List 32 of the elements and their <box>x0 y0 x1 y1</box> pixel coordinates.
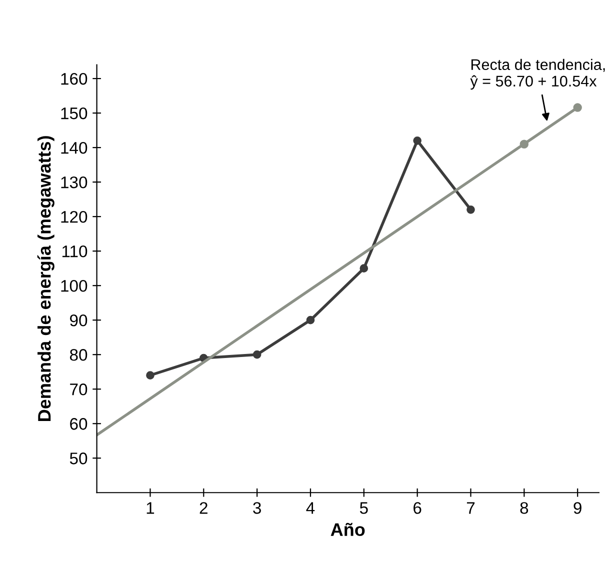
annotation: Recta de tendencia, ŷ = 56.70 + 10.54x <box>470 58 605 90</box>
x-axis-title: Año <box>330 522 365 536</box>
x-tick-label: 1 <box>146 502 154 514</box>
y-tick-label: 70 <box>70 384 88 396</box>
y-tick-label: 60 <box>70 418 88 430</box>
x-tick-label: 4 <box>306 502 315 514</box>
x-tick-label: 9 <box>574 502 582 514</box>
y-tick-label: 130 <box>61 176 88 188</box>
y-tick-label: 120 <box>61 210 88 223</box>
point <box>252 350 262 359</box>
y-tick-label: 160 <box>61 72 88 85</box>
x-tick-label: 5 <box>360 502 368 514</box>
y-tick-label: 140 <box>61 142 88 154</box>
y-tick-label: 90 <box>70 314 88 326</box>
point <box>413 136 422 145</box>
point <box>306 316 315 324</box>
x-tick-label: 2 <box>200 502 208 514</box>
point <box>146 371 154 380</box>
point <box>466 206 475 214</box>
x-tick-label: 8 <box>520 502 528 514</box>
x-tick-label: 6 <box>414 502 422 514</box>
y-tick-label: 80 <box>70 349 88 361</box>
y-tick-label: 50 <box>70 452 88 464</box>
y-tick-label: 100 <box>61 280 88 292</box>
y-axis-title: Demanda de energía (megawatts) <box>37 136 54 421</box>
point <box>573 103 582 112</box>
point <box>360 264 368 272</box>
y-tick-label: 150 <box>61 107 88 120</box>
x-tick-label: 3 <box>253 502 261 514</box>
x-tick-label: 7 <box>466 502 475 514</box>
y-tick-label: 110 <box>62 245 88 258</box>
point <box>520 140 529 148</box>
